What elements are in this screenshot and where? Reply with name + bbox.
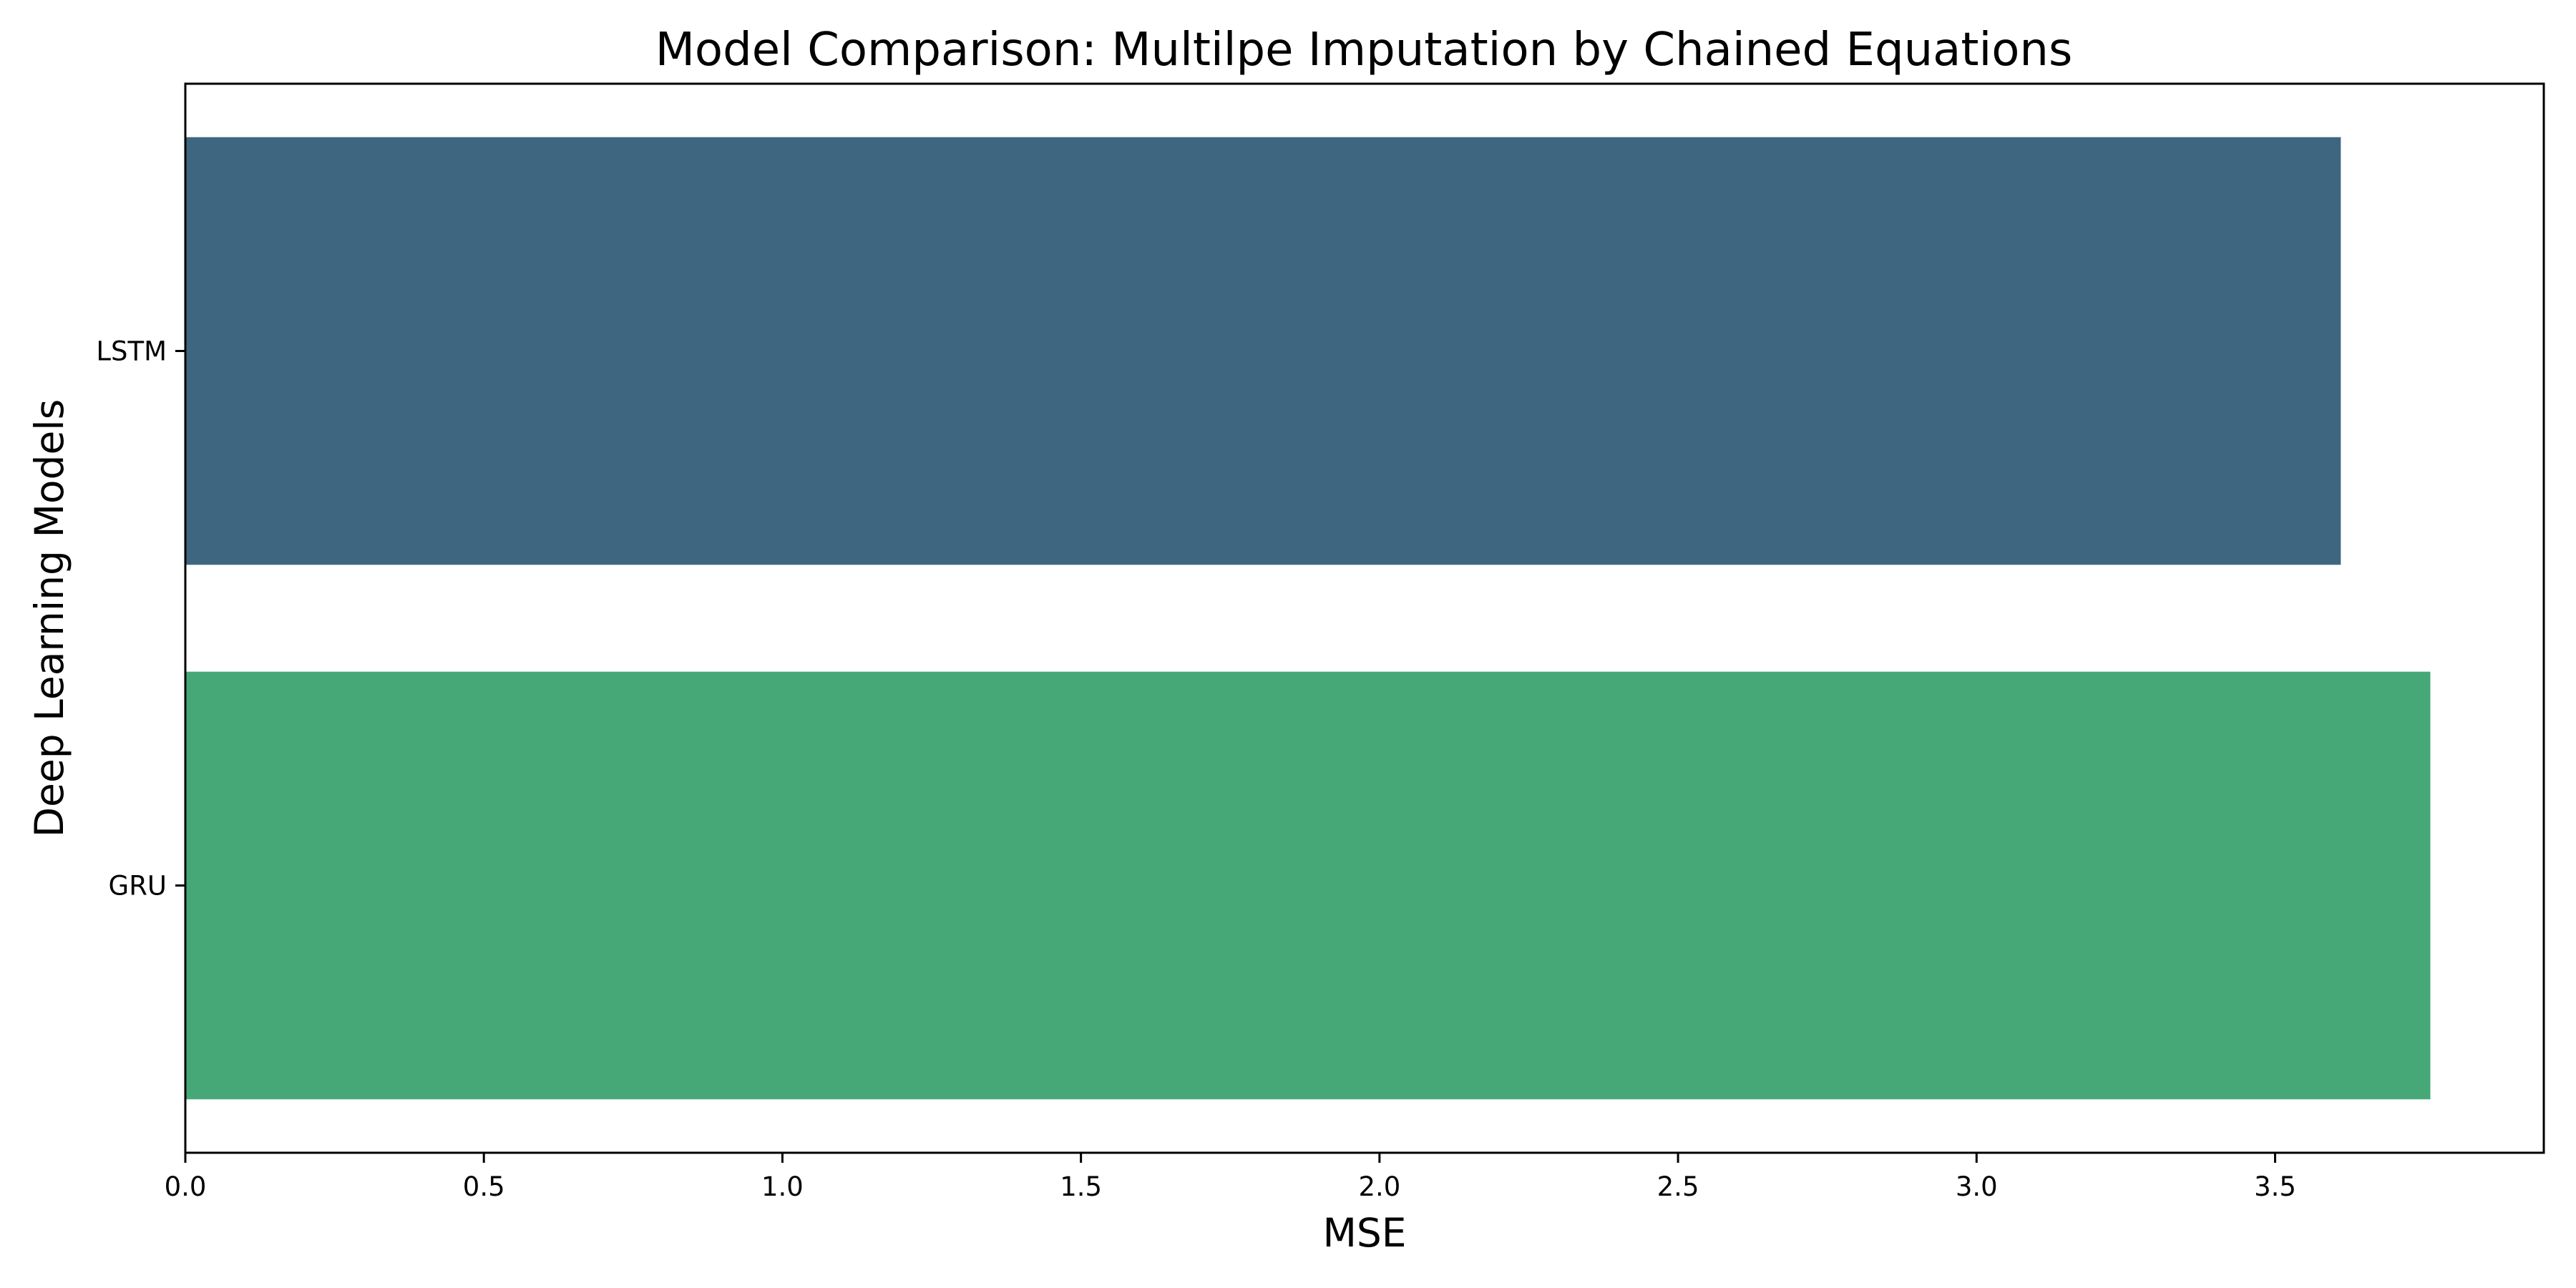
x-tick-label: 3.0 bbox=[1956, 1171, 1998, 1202]
x-tick-label: 0.5 bbox=[463, 1171, 505, 1202]
y-tick-label: LSTM bbox=[96, 336, 167, 367]
x-tick-label: 1.5 bbox=[1060, 1171, 1102, 1202]
x-tick-label: 3.5 bbox=[2254, 1171, 2296, 1202]
bar-lstm bbox=[185, 137, 2341, 565]
x-tick-label: 2.5 bbox=[1657, 1171, 1699, 1202]
x-ticks-group: 0.0 0.5 1.0 1.5 2.0 2.5 3.0 3.5 bbox=[165, 1153, 2296, 1202]
y-axis-label: Deep Learning Models bbox=[26, 399, 72, 837]
x-tick-label: 2.0 bbox=[1358, 1171, 1400, 1202]
x-axis-label: MSE bbox=[1322, 1210, 1406, 1256]
y-tick-label: GRU bbox=[109, 871, 167, 902]
plot-frame bbox=[184, 82, 2545, 1154]
bars-group bbox=[185, 137, 2431, 1100]
x-tick-label: 0.0 bbox=[165, 1171, 207, 1202]
y-ticks-group: LSTM GRU bbox=[96, 336, 185, 902]
x-tick-label: 1.0 bbox=[761, 1171, 804, 1202]
chart-title: Model Comparison: Multilpe Imputation by… bbox=[655, 24, 2073, 77]
bar-gru bbox=[185, 671, 2431, 1100]
